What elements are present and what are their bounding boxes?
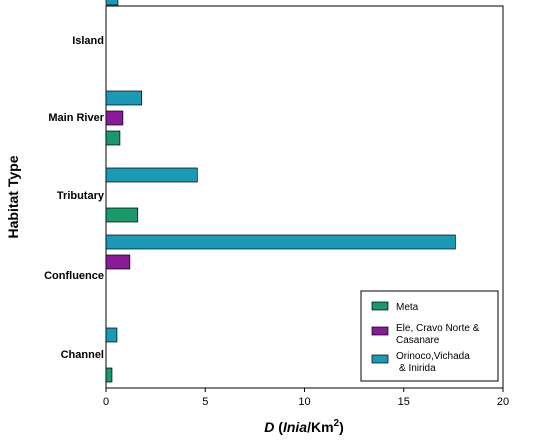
legend-label-ele-line2: Casanare <box>396 335 440 346</box>
y-category-label-channel: Channel <box>61 349 104 361</box>
legend-swatch-orinoco <box>371 354 389 364</box>
x-tick-label-3: 15 <box>398 396 410 408</box>
x-tick-label-0: 0 <box>103 396 109 408</box>
legend-swatch-ele <box>371 326 389 336</box>
bar-series2-main-river <box>105 90 143 106</box>
x-ticks: 0 5 10 15 20 <box>103 388 509 408</box>
x-axis-open-paren: ( <box>278 419 283 435</box>
y-category-label-tributary: Tributary <box>57 190 105 202</box>
x-axis-unit: /Km <box>307 419 333 435</box>
y-category-label-confluence: Confluence <box>44 270 104 282</box>
y-category-labels: Channel Confluence Tributary Main River Isla… <box>44 35 105 361</box>
bar-series2-island <box>105 0 119 6</box>
x-tick-label-4: 20 <box>497 396 509 408</box>
legend-label-orinoco-line2: & Inirida <box>399 363 436 374</box>
x-axis-variable: D <box>264 419 274 435</box>
x-tick-label-1: 5 <box>202 396 208 408</box>
bar-series2-tributary <box>105 167 198 183</box>
bar-series0-channel <box>105 367 113 383</box>
x-axis-exponent: 2 <box>334 418 340 429</box>
bar-series1-main-river <box>105 110 124 126</box>
x-tick-label-2: 10 <box>298 396 310 408</box>
bars-layer <box>105 0 456 383</box>
bar-series1-confluence <box>105 254 131 270</box>
y-category-label-island: Island <box>72 35 104 47</box>
bar-series0-tributary <box>105 207 139 223</box>
bar-series2-confluence <box>105 234 456 250</box>
legend-swatch-meta <box>371 301 389 311</box>
bar-series2-channel <box>105 327 118 343</box>
bar-series0-main-river <box>105 130 121 146</box>
legend-label-ele-line1: Ele, Cravo Norte & <box>396 323 480 334</box>
x-axis-close-paren: ) <box>339 419 344 435</box>
legend-label-meta: Meta <box>396 302 419 313</box>
x-axis-unit-italic: Inia <box>283 419 307 435</box>
y-axis-title: Habitat Type <box>5 155 21 238</box>
y-category-label-main-river: Main River <box>48 112 104 124</box>
legend: Meta Ele, Cravo Norte & Casanare Orinoco… <box>360 290 499 382</box>
legend-label-orinoco-line1: Orinoco,Vichada <box>396 351 470 362</box>
x-axis-title: D (Inia/Km2) <box>264 418 344 435</box>
